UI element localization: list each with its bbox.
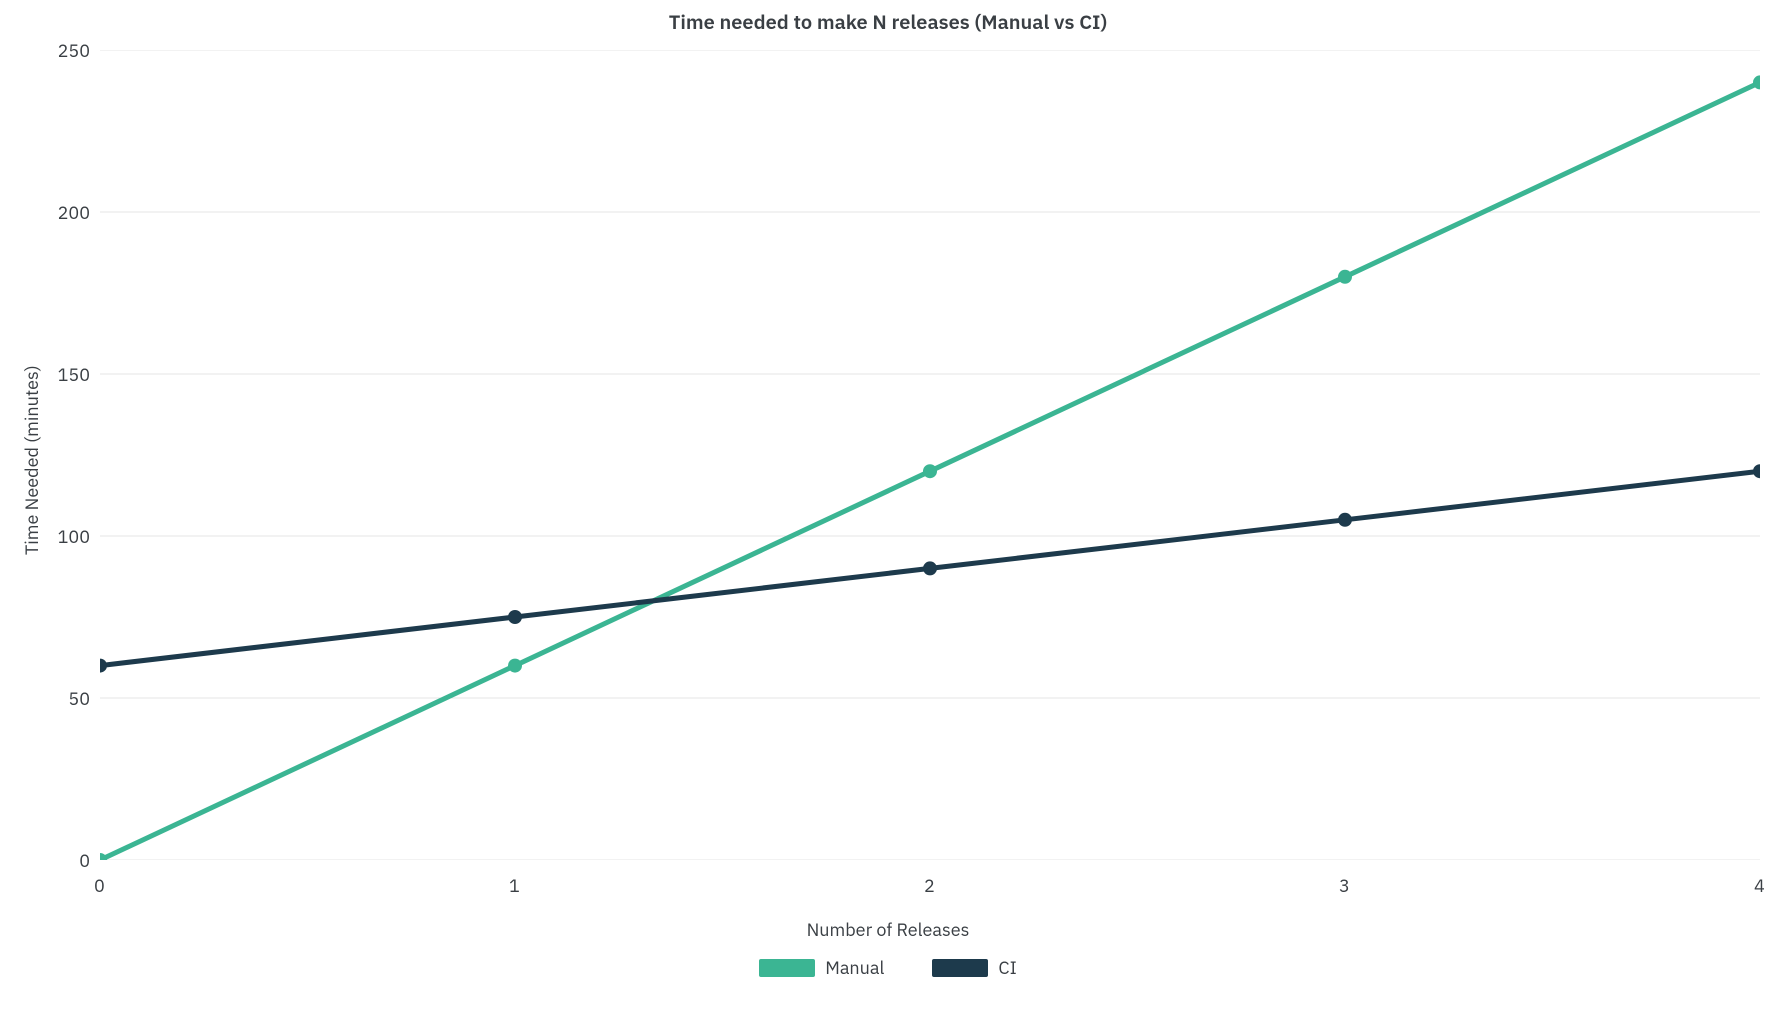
legend-item[interactable]: CI xyxy=(932,956,1016,979)
y-tick-label: 200 xyxy=(58,201,90,224)
y-axis-label: Time Needed (minutes) xyxy=(20,365,43,555)
y-tick-label: 250 xyxy=(58,39,90,62)
plot-area xyxy=(100,50,1760,860)
legend: Manual CI xyxy=(0,956,1776,979)
legend-swatch xyxy=(759,959,815,977)
y-tick-label: 150 xyxy=(58,363,90,386)
x-tick-label: 2 xyxy=(924,874,935,897)
y-tick-label: 100 xyxy=(58,525,90,548)
legend-label: CI xyxy=(998,956,1016,979)
chart-title: Time needed to make N releases (Manual v… xyxy=(0,8,1776,35)
x-tick-label: 0 xyxy=(94,874,105,897)
x-axis-label: Number of Releases xyxy=(0,918,1776,941)
x-tick-label: 1 xyxy=(509,874,520,897)
chart-container: Time needed to make N releases (Manual v… xyxy=(0,0,1776,1020)
legend-label: Manual xyxy=(825,956,884,979)
legend-swatch xyxy=(932,959,988,977)
x-tick-label: 3 xyxy=(1339,874,1350,897)
y-tick-label: 50 xyxy=(68,687,90,710)
y-tick-label: 0 xyxy=(79,849,90,872)
x-tick-label: 4 xyxy=(1754,874,1765,897)
legend-item[interactable]: Manual xyxy=(759,956,884,979)
